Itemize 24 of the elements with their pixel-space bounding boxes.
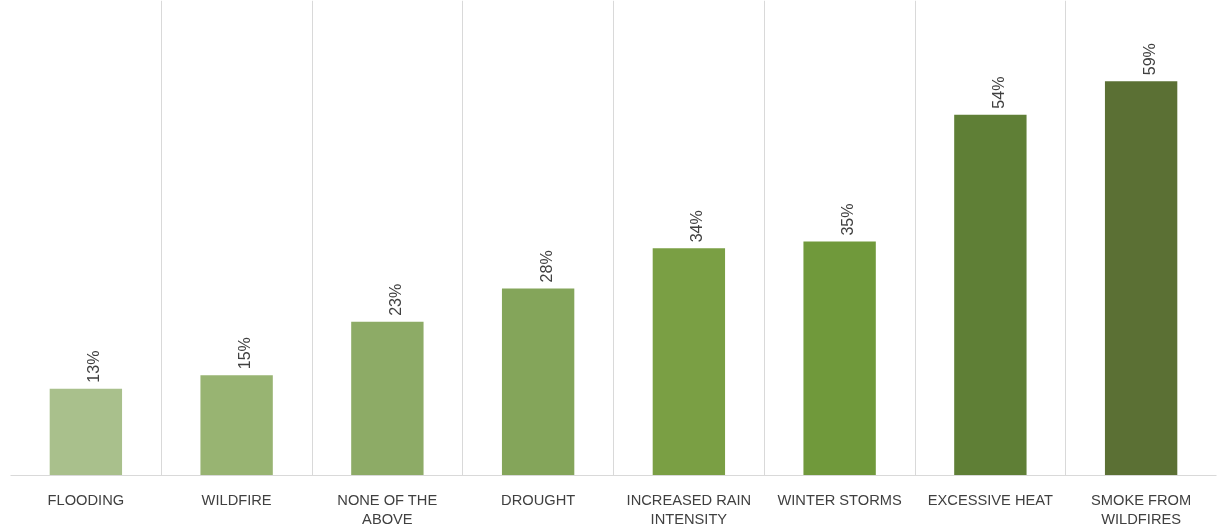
x-tick-label: NONE OF THE ABOVE bbox=[337, 491, 438, 527]
x-tick-label: EXCESSIVE HEAT bbox=[927, 491, 1053, 508]
data-label: 15% bbox=[236, 337, 254, 370]
x-tick-label: FLOODING bbox=[47, 491, 125, 508]
data-label: 59% bbox=[1140, 43, 1158, 76]
bar bbox=[49, 388, 123, 476]
bar bbox=[954, 114, 1027, 476]
bar bbox=[351, 321, 424, 476]
data-label: 34% bbox=[688, 210, 706, 243]
data-label: 13% bbox=[85, 350, 103, 383]
bar bbox=[652, 248, 726, 476]
x-tick-label: SMOKE FROM WILDFIRES bbox=[1091, 491, 1192, 527]
x-tick-label: WILDFIRE bbox=[201, 491, 272, 508]
data-label: 35% bbox=[839, 203, 857, 236]
bar bbox=[200, 375, 273, 476]
bar bbox=[501, 288, 575, 476]
x-tick-label: WINTER STORMS bbox=[777, 491, 902, 508]
bar bbox=[803, 241, 876, 476]
x-tick-label: DROUGHT bbox=[501, 491, 576, 508]
data-label: 28% bbox=[537, 250, 555, 283]
x-tick-label: INCREASED RAIN INTENSITY bbox=[626, 491, 752, 527]
data-label: 23% bbox=[386, 283, 404, 316]
bar bbox=[1104, 81, 1178, 476]
data-label: 54% bbox=[989, 76, 1007, 109]
